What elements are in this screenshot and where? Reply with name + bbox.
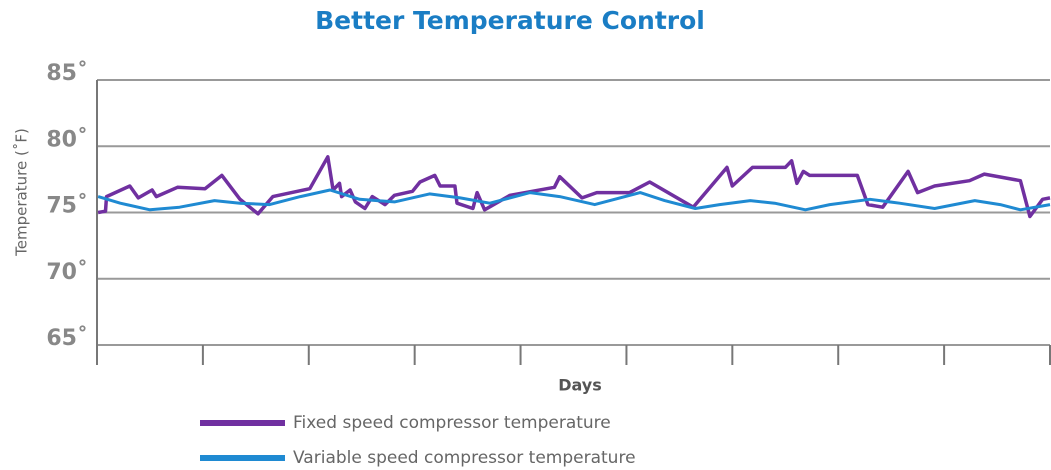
y-axis-label: Temperature (˚F) — [13, 128, 31, 257]
chart-title: Better Temperature Control — [315, 6, 705, 35]
y-tick-label: 80˚ — [46, 127, 88, 152]
legend-label: Variable speed compressor temperature — [293, 448, 636, 468]
y-tick-label: 75˚ — [46, 194, 88, 219]
x-axis-label: Days — [558, 376, 602, 395]
series-line — [97, 188, 1051, 212]
y-tick-label: 85˚ — [46, 61, 88, 86]
y-tick-label: 70˚ — [46, 260, 88, 285]
series-line — [97, 155, 1051, 219]
legend-label: Fixed speed compressor temperature — [293, 413, 611, 433]
y-tick-label: 65˚ — [46, 326, 88, 351]
